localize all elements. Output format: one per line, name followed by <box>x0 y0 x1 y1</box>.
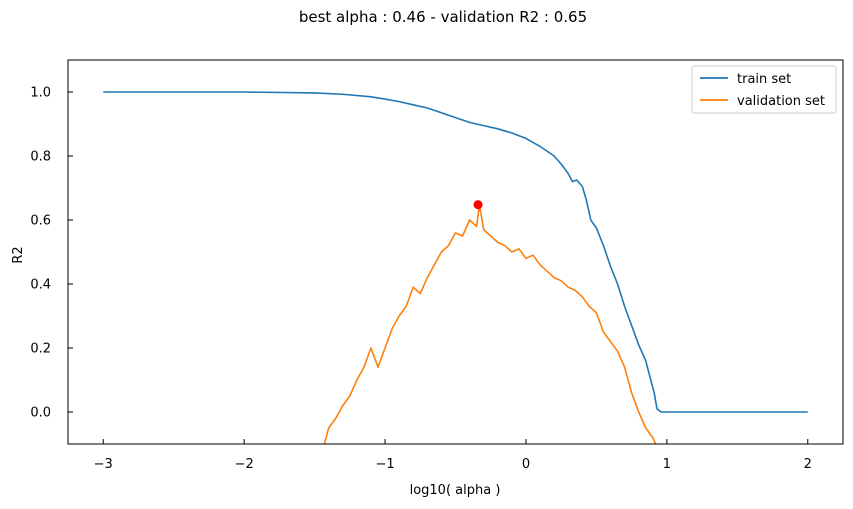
x-tick-label: 0 <box>522 457 530 472</box>
best-alpha-point <box>473 200 483 210</box>
legend-label: validation set <box>737 94 825 109</box>
y-tick-label: 0.2 <box>30 342 51 357</box>
y-tick-label: 0.4 <box>30 278 51 293</box>
axes: −3 −2 −1 0 1 2 0.0 0.2 0.4 0.6 0.8 1.0 <box>30 59 844 472</box>
x-tick-label: −2 <box>235 457 254 472</box>
x-tick-label: 1 <box>663 457 671 472</box>
x-tick-label: −3 <box>94 457 113 472</box>
chart-title: best alpha : 0.46 - validation R2 : 0.65 <box>299 8 587 26</box>
series-line-train-set <box>103 91 808 413</box>
plot-area <box>103 91 808 444</box>
series-line-validation-set <box>323 203 657 444</box>
x-axis-label: log10( alpha ) <box>410 483 501 498</box>
legend-label: train set <box>737 72 791 87</box>
y-tick-label: 0.8 <box>30 150 51 165</box>
plot-frame <box>67 59 844 445</box>
x-tick-label: 2 <box>804 457 812 472</box>
x-tick-label: −1 <box>375 457 394 472</box>
legend: train set validation set <box>691 65 837 114</box>
y-axis-label: R2 <box>11 246 26 263</box>
y-tick-label: 1.0 <box>30 86 51 101</box>
y-tick-label: 0.0 <box>30 406 51 421</box>
y-tick-label: 0.6 <box>30 214 51 229</box>
